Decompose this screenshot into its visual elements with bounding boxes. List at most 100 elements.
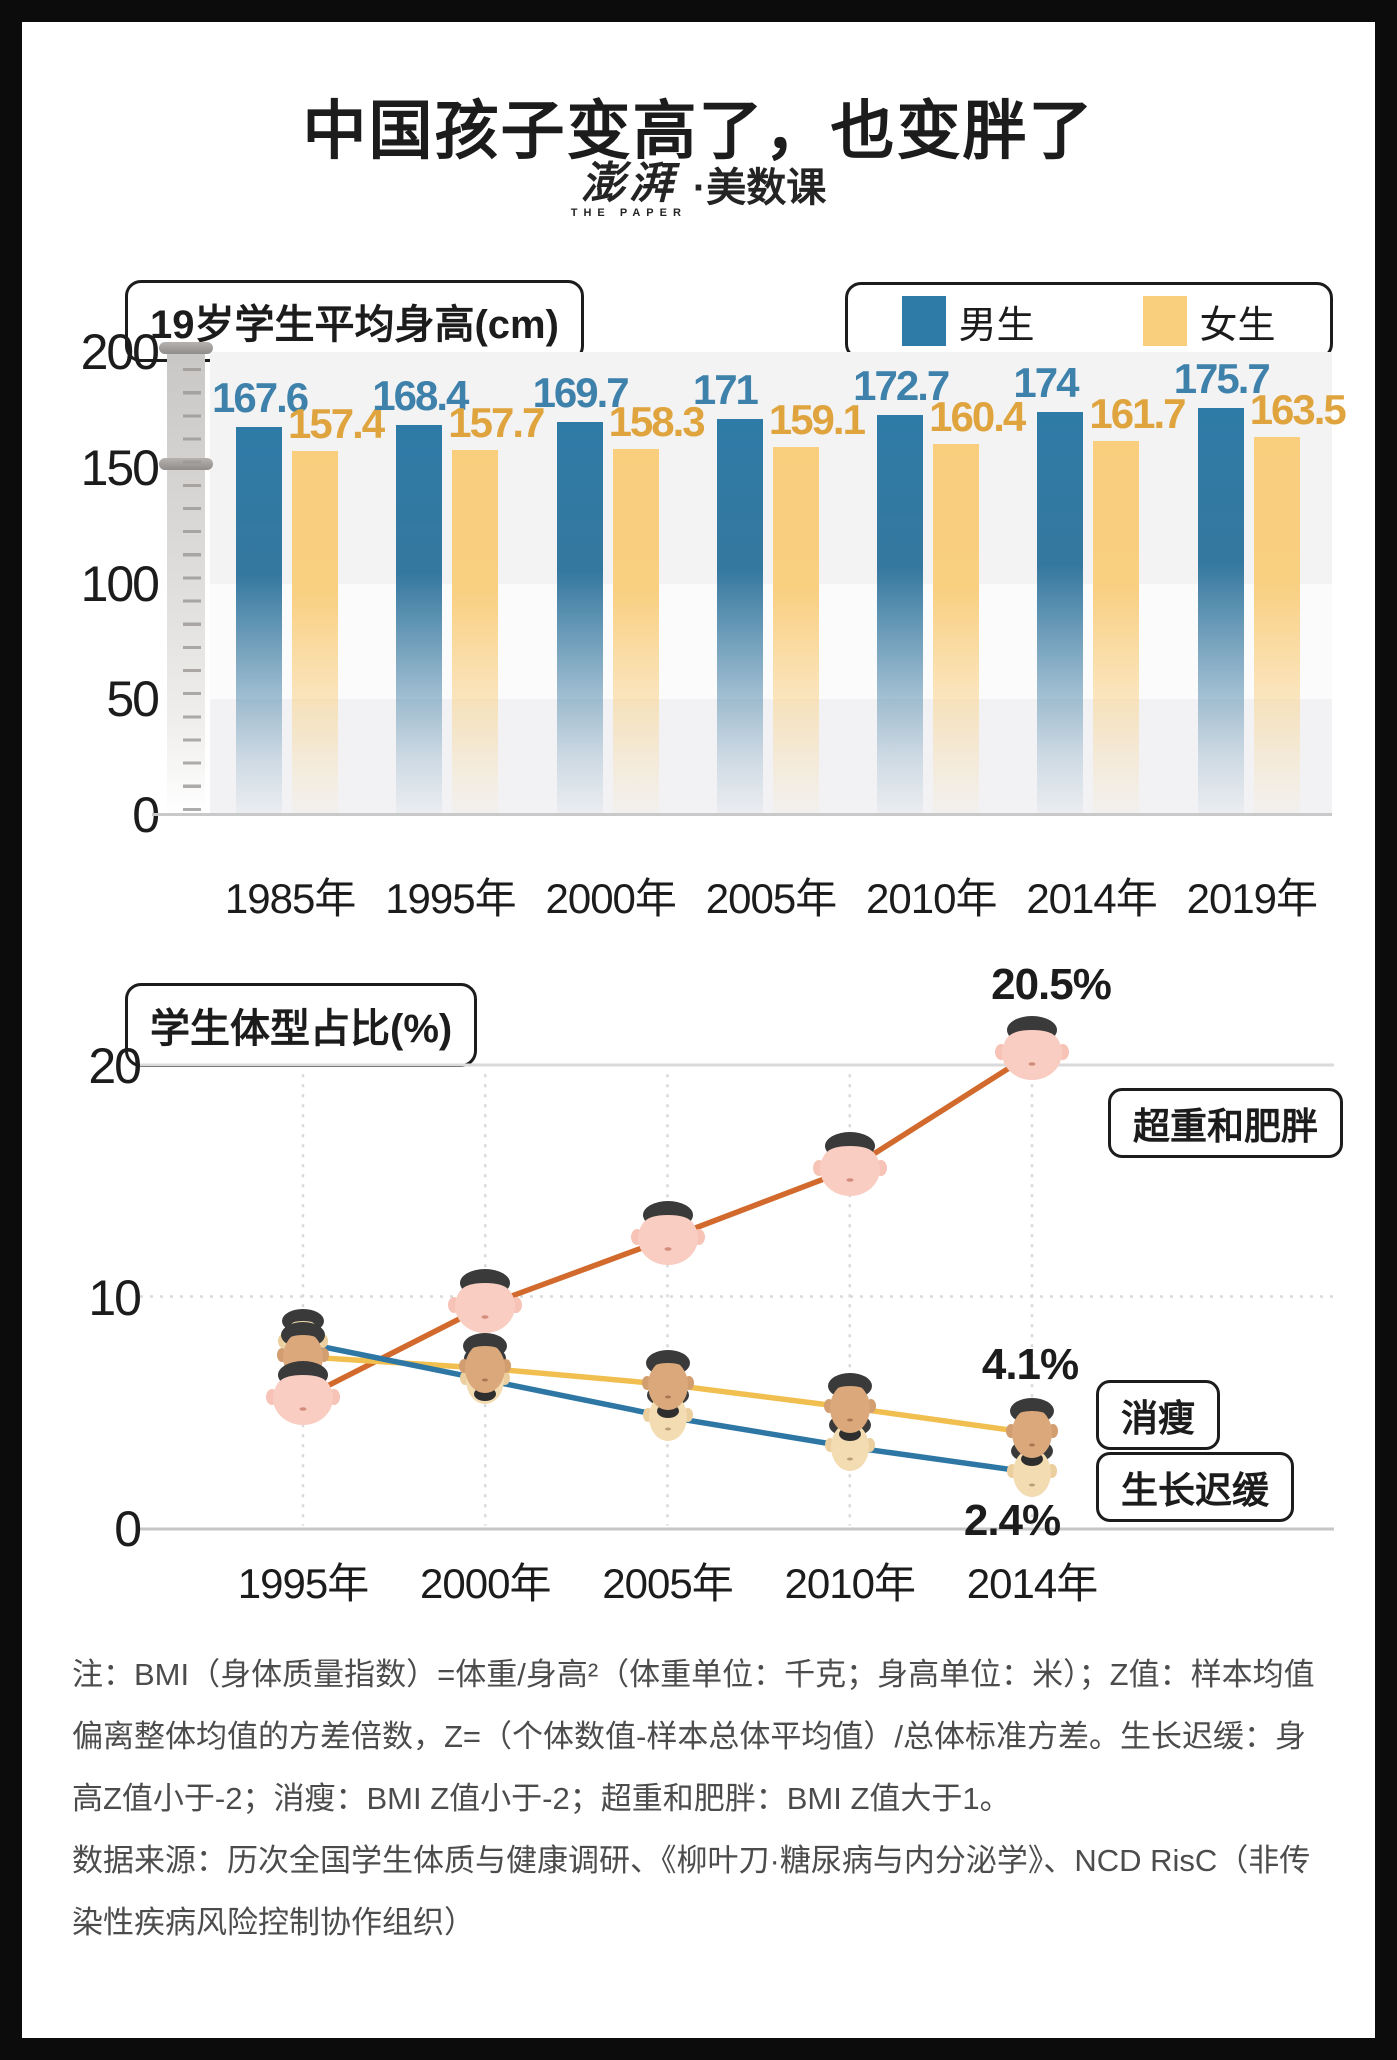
- height-y-tick: 0: [132, 787, 160, 843]
- face-marker-超重和肥胖: [811, 1126, 889, 1198]
- bar-group-2000年: 169.7 158.3: [531, 352, 706, 815]
- bar-value-boys: 171: [692, 366, 759, 414]
- face-marker-生长迟缓: [1002, 1435, 1062, 1505]
- height-x-tick: 2019年: [1186, 875, 1318, 922]
- legend-label-girls: 女生: [1199, 304, 1276, 347]
- shape-y-tick: 0: [114, 1501, 142, 1557]
- bar-value-boys: 167.6: [212, 374, 309, 422]
- height-x-tick: 2014年: [1026, 875, 1157, 922]
- bar-girls: [1253, 436, 1300, 815]
- bar-girls: [292, 450, 338, 815]
- face-marker-消瘦: [454, 1328, 516, 1402]
- shape-x-tick: 2000年: [420, 1560, 551, 1607]
- face-marker-超重和肥胖: [629, 1195, 707, 1267]
- thin-tag: 消瘦: [1096, 1380, 1220, 1450]
- bar-boys: [396, 425, 443, 815]
- bar-group-2005年: 171 159.1: [691, 352, 866, 815]
- height-x-tick: 1995年: [385, 875, 516, 922]
- legend-entry-girls: 女生: [1089, 294, 1330, 349]
- height-x-axis-line: [152, 813, 1332, 816]
- face-marker-消瘦: [1001, 1393, 1063, 1467]
- face-marker-生长迟缓: [820, 1409, 880, 1479]
- height-chart-legend: 男生 女生: [845, 282, 1333, 360]
- height-y-tick: 50: [106, 671, 160, 728]
- face-marker-超重和肥胖: [446, 1263, 524, 1335]
- ruler-cap-150: [159, 458, 213, 470]
- bar-value-boys: 168.4: [372, 372, 469, 420]
- height-y-tick: 100: [80, 555, 160, 612]
- note-sources: 数据来源：历次全国学生体质与健康调研、《柳叶刀·糖尿病与内分泌学》、NCD Ri…: [72, 1843, 1311, 1940]
- stunting-tag: 生长迟缓: [1096, 1452, 1294, 1522]
- note-definitions: 注：BMI（身体质量指数）=体重/身高²（体重单位：千克；身高单位：米）；Z值：…: [72, 1657, 1315, 1816]
- logo-brand-zh: 澎湃: [580, 159, 677, 208]
- height-y-tick: 150: [80, 439, 160, 496]
- shape-x-tick: 2005年: [602, 1560, 733, 1607]
- page-title: 中国孩子变高了，也变胖了: [302, 95, 1095, 167]
- bar-value-girls: 157.4: [288, 399, 385, 447]
- bar-boys: [556, 422, 603, 815]
- height-x-tick: 2005年: [705, 875, 837, 922]
- logo-brand-en: THE PAPER: [570, 207, 687, 219]
- girls-color-swatch: [1143, 296, 1188, 346]
- shape-x-tick: 2010年: [784, 1560, 916, 1607]
- bar-value-girls: 158.3: [608, 397, 706, 445]
- face-marker-超重和肥胖: [264, 1355, 342, 1427]
- infographic-page: 中国孩子变高了，也变胖了 澎湃 THE PAPER ·美数课 19岁学生平均身高…: [22, 22, 1375, 2038]
- overweight-tag: 超重和肥胖: [1108, 1088, 1343, 1158]
- bar-value-boys: 175.7: [1173, 355, 1271, 403]
- face-marker-生长迟缓: [273, 1305, 333, 1375]
- bar-value-girls: 157.7: [448, 398, 545, 446]
- line-生长迟缓: [300, 1340, 1035, 1476]
- bar-group-2014年: 174 161.7: [1011, 352, 1187, 815]
- face-marker-生长迟缓: [638, 1379, 698, 1449]
- bar-girls: [1093, 440, 1140, 815]
- bar-girls: [612, 448, 659, 815]
- height-x-tick: 1985年: [224, 875, 356, 922]
- shape-chart-title: 学生体型占比(%): [125, 983, 478, 1067]
- logo-suffix: ·美数课: [692, 166, 827, 210]
- bar-value-girls: 159.1: [768, 395, 866, 443]
- publisher-logo: 澎湃 THE PAPER ·美数课: [22, 162, 1375, 219]
- height-y-tick: 200: [80, 324, 160, 380]
- height-bars: 167.6 157.4 168.4 157.7 169.7 158.3 171 159.1 17…: [210, 352, 1347, 815]
- line-消瘦: [300, 1353, 1035, 1436]
- height-x-tick: 2010年: [866, 875, 997, 922]
- height-x-axis-labels: 1985年 1995年 2000年 2005年 2010年 2014年 2019年: [210, 865, 1332, 926]
- bar-girls: [933, 443, 980, 815]
- shape-x-tick: 1995年: [237, 1560, 369, 1607]
- bar-boys: [877, 415, 924, 815]
- legend-label-boys: 男生: [958, 304, 1035, 347]
- bar-group-2010年: 172.7 160.4: [851, 352, 1026, 815]
- bar-value-boys: 169.7: [532, 369, 630, 417]
- bar-value-girls: 161.7: [1089, 389, 1186, 437]
- bar-boys: [1197, 408, 1244, 815]
- bar-boys: [1037, 412, 1084, 815]
- bar-boys: [716, 419, 763, 815]
- bar-value-girls: 163.5: [1249, 385, 1347, 433]
- overweight-end-value: 20.5%: [991, 960, 1112, 1009]
- bar-girls: [772, 446, 819, 815]
- footnotes: 注：BMI（身体质量指数）=体重/身高²（体重单位：千克；身高单位：米）；Z值：…: [72, 1644, 1330, 1954]
- face-marker-消瘦: [272, 1317, 334, 1391]
- line-超重和肥胖: [300, 1050, 1035, 1402]
- boys-color-swatch: [902, 296, 947, 346]
- shape-x-tick: 2014年: [966, 1560, 1098, 1607]
- bar-value-girls: 160.4: [929, 392, 1026, 440]
- bar-value-boys: 172.7: [853, 362, 950, 410]
- ruler-axis-graphic: [159, 342, 213, 815]
- bar-group-1985年: 167.6 157.4: [210, 352, 385, 815]
- legend-entry-boys: 男生: [848, 294, 1089, 349]
- height-x-tick: 2000年: [545, 875, 676, 922]
- stunting-end-value: 2.4%: [963, 1496, 1061, 1545]
- face-marker-超重和肥胖: [993, 1010, 1071, 1082]
- face-marker-消瘦: [637, 1345, 699, 1419]
- face-marker-生长迟缓: [455, 1342, 515, 1412]
- bar-group-2019年: 175.7 163.5: [1172, 352, 1347, 815]
- shape-y-tick: 10: [88, 1269, 142, 1326]
- shape-y-tick: 20: [88, 1038, 142, 1094]
- bar-boys: [236, 427, 282, 815]
- bar-value-boys: 174: [1013, 359, 1079, 407]
- thin-end-value: 4.1%: [981, 1340, 1079, 1389]
- ruler-cap-200: [159, 342, 213, 354]
- face-marker-消瘦: [819, 1368, 881, 1442]
